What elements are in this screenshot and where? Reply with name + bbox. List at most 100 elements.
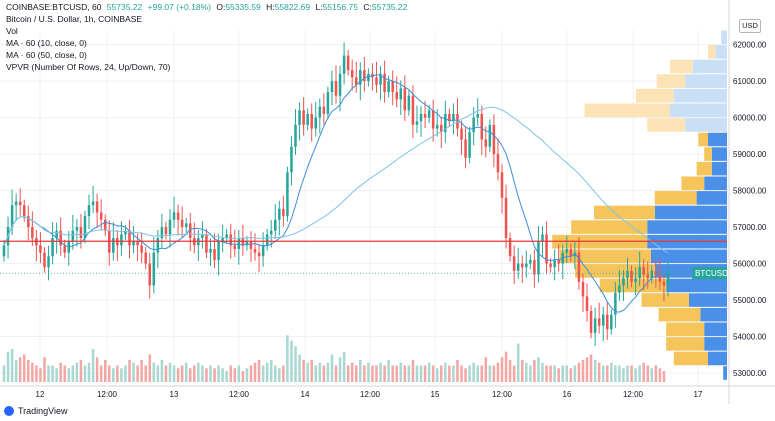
candle-body (468, 132, 471, 158)
candle-body (569, 248, 573, 257)
candle-body (496, 154, 500, 173)
volume-bar (27, 360, 30, 382)
vp-down-bar (641, 293, 689, 307)
volume-bar (342, 351, 346, 382)
candle-body (22, 205, 26, 217)
candle-body (464, 139, 467, 158)
indicator-ma50[interactable]: MA · 60 (50, close, 0) (6, 50, 87, 60)
symbol-tag[interactable] (692, 267, 727, 280)
candle-body (18, 201, 22, 206)
time-tick-label: 12:00 (229, 390, 250, 399)
vp-up-bar (685, 74, 727, 88)
volume-bars (2, 335, 666, 382)
close-value: 55735.22 (371, 2, 408, 12)
volume-bar (411, 360, 415, 382)
time-tick-label: 14 (301, 390, 310, 399)
vp-down-bar (670, 59, 693, 74)
candlesticks (2, 42, 670, 347)
volume-bar (18, 357, 22, 382)
volume-bar (419, 365, 423, 382)
candle-body (379, 73, 382, 85)
time-tick-label: 16 (563, 390, 572, 399)
ma-10-line (3, 74, 669, 313)
volume-bar (55, 368, 58, 382)
price-tick-label: 58000.00 (733, 187, 767, 196)
currency-button[interactable]: USD (739, 19, 761, 33)
volume-bar (95, 357, 99, 382)
volume-bar (124, 365, 127, 382)
volume-bar (322, 365, 326, 382)
indicator-ma10[interactable]: MA · 60 (10, close, 0) (6, 38, 87, 48)
candle-body (359, 70, 362, 85)
volume-bar (634, 368, 637, 382)
candle-body (525, 263, 528, 268)
vp-down-bar (673, 351, 708, 366)
volume-bar (35, 365, 38, 382)
candle-body (87, 205, 91, 217)
volume-bar (43, 357, 46, 382)
candle-body (233, 245, 237, 249)
candle-body (225, 234, 228, 239)
candle-body (565, 248, 569, 253)
candle-body (265, 234, 269, 246)
candle-body (31, 227, 34, 239)
candle-body (229, 234, 232, 246)
symbol-label[interactable]: COINBASE:BTCUSD, 60 (6, 2, 102, 12)
candle-body (488, 124, 492, 147)
chart-title: Bitcoin / U.S. Dollar, 1h, COINBASE (6, 14, 143, 24)
volume-bar (31, 362, 34, 382)
volume-bar (508, 360, 512, 382)
volume-bar (205, 368, 208, 382)
volume-profile (552, 30, 727, 380)
vp-up-bar (711, 147, 727, 161)
volume-bar (452, 365, 455, 382)
candle-body (91, 201, 95, 206)
candle-body (59, 230, 62, 246)
time-tick-label: 12 (36, 390, 45, 399)
candle-body (310, 113, 313, 129)
candle-body (184, 223, 188, 228)
volume-bar (245, 368, 249, 382)
candle-body (638, 267, 641, 279)
volume-bar (75, 362, 79, 382)
last-price: 55735.22 (106, 2, 143, 12)
vp-down-bar (708, 45, 716, 59)
indicator-vpvr[interactable]: VPVR (Number Of Rows, 24, Up/Down, 70) (6, 62, 171, 72)
vp-down-bar (666, 337, 705, 351)
vp-up-bar (711, 161, 727, 176)
volume-bar (140, 360, 143, 382)
candle-body (460, 128, 463, 140)
price-axis-bg[interactable] (729, 0, 775, 404)
vp-up-bar (708, 351, 727, 366)
vp-down-bar (654, 191, 697, 205)
candle-body (520, 263, 524, 268)
candle-body (427, 110, 431, 118)
volume-bar (237, 365, 241, 382)
candle-body (156, 238, 160, 253)
tradingview-logo[interactable]: TradingView (4, 406, 68, 416)
volume-bar (658, 368, 662, 382)
volume-bar (10, 349, 14, 382)
vp-up-bar (721, 30, 727, 45)
volume-bar (241, 371, 245, 382)
volume-bar (354, 365, 358, 382)
candle-body (152, 252, 156, 286)
volume-bar (638, 365, 641, 382)
volume-bar (99, 365, 103, 382)
volume-bar (103, 360, 107, 382)
volume-bar (221, 368, 224, 382)
volume-bar (589, 354, 593, 382)
vp-up-bar (700, 307, 727, 322)
volume-bar (156, 365, 160, 382)
candle-body (658, 274, 662, 282)
indicator-vol[interactable]: Vol (6, 26, 18, 36)
volume-bar (326, 362, 330, 382)
volume-bar (359, 360, 362, 382)
vp-down-bar (559, 249, 651, 264)
volume-bar (188, 368, 192, 382)
candle-body (51, 238, 54, 257)
candle-body (294, 124, 297, 147)
candle-body (112, 238, 115, 253)
volume-bar (391, 365, 394, 382)
